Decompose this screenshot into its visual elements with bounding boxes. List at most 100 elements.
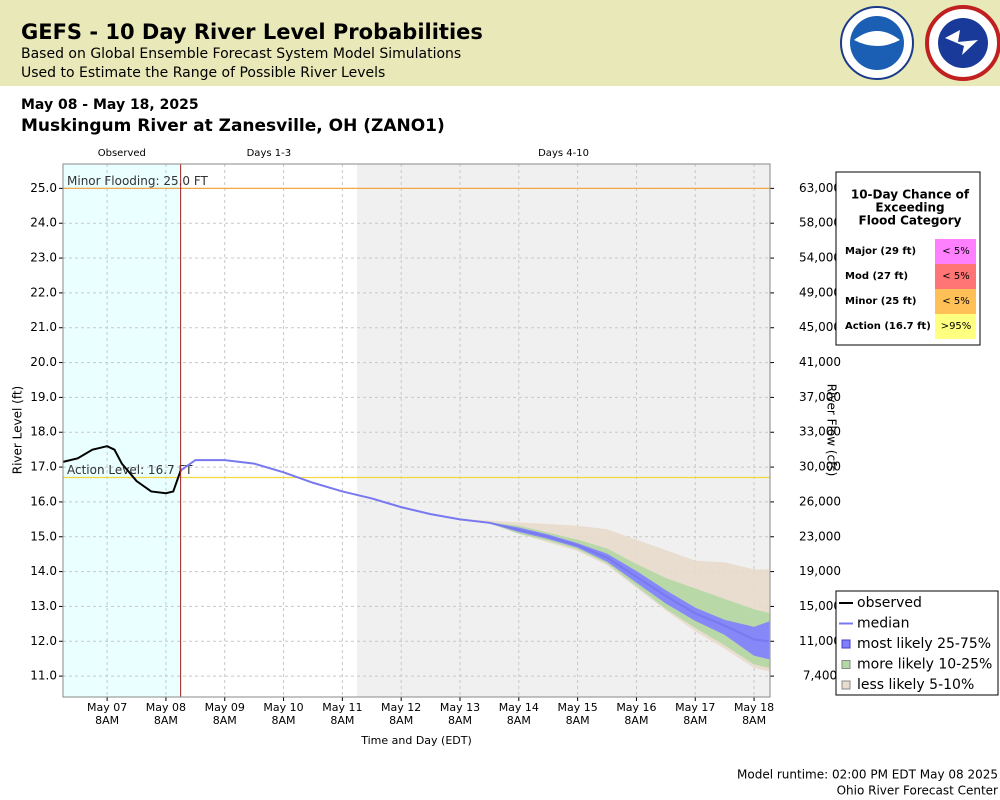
y-tick-label: 23.0 [30, 251, 57, 265]
legend-swatch [841, 680, 851, 690]
threshold-label: Action Level: 16.7 FT [67, 463, 193, 477]
x-tick-label: May 14 [499, 701, 539, 714]
legend-label: most likely 25-75% [857, 636, 991, 652]
table-title: 10-Day Chance of [851, 188, 970, 202]
x-tick-label: May 17 [675, 701, 715, 714]
header-band [0, 0, 1000, 86]
table-cell [935, 314, 976, 339]
legend-label: more likely 10-25% [857, 657, 992, 673]
y2-tick-label: 63,000 [799, 181, 841, 195]
y-tick-label: 15.0 [30, 529, 57, 543]
table-category: Minor (25 ft) [845, 296, 916, 307]
y2-tick-label: 11,000 [799, 634, 841, 648]
period-background [180, 164, 358, 697]
x-tick-label: 8AM [389, 714, 413, 727]
nws-logo [925, 5, 1000, 81]
table-cell [935, 289, 976, 314]
x-tick-label: May 11 [322, 701, 362, 714]
x-tick-label: May 13 [440, 701, 480, 714]
y-tick-label: 14.0 [30, 564, 57, 578]
page-title: GEFS - 10 Day River Level Probabilities [21, 20, 483, 44]
y-tick-label: 24.0 [30, 216, 57, 230]
plot: Observed Days 1-3 Days 4-10 11.0 12.0 13.0 14.… [11, 148, 842, 747]
y2-tick-label: 26,000 [799, 494, 841, 508]
x-tick-label: May 07 [87, 701, 127, 714]
x-tick-label: May 15 [558, 701, 598, 714]
y-tick-label: 17.0 [30, 460, 57, 474]
series-line [62, 445, 182, 495]
y2-axis-label: River Flow (cfs) [825, 384, 839, 477]
y-tick-label: 19.0 [30, 390, 57, 404]
y-tick-label: 16.0 [30, 494, 57, 508]
table-cell [935, 264, 976, 289]
y-tick-label: 21.0 [30, 320, 57, 334]
period-background [63, 164, 181, 697]
legend-label: observed [857, 595, 922, 611]
x-tick-label: May 18 [734, 701, 774, 714]
x-tick-label: 8AM [154, 714, 178, 727]
y-tick-label: 22.0 [30, 285, 57, 299]
noaa-logo [840, 6, 914, 80]
x-tick-label: 8AM [95, 714, 119, 727]
period-label: Days 1-3 [247, 148, 291, 159]
x-tick-label: May 10 [263, 701, 303, 714]
y-tick-label: 25.0 [30, 181, 57, 195]
x-tick-label: 8AM [683, 714, 707, 727]
x-axis-label: Time and Day (EDT) [360, 734, 472, 747]
footer: Model runtime: 02:00 PM EDT May 08 2025 [737, 768, 998, 782]
table-category: Action (16.7 ft) [845, 321, 931, 332]
x-tick-label: May 12 [381, 701, 421, 714]
table-category: Mod (27 ft) [845, 271, 908, 282]
table-chance: >95% [941, 321, 972, 332]
y2-tick-label: 30,000 [799, 460, 841, 474]
x-tick-label: 8AM [213, 714, 237, 727]
subtitle: Based on Global Ensemble Forecast System… [21, 46, 461, 62]
x-tick-label: 8AM [272, 714, 296, 727]
period-label: Observed [98, 148, 146, 159]
legend-label: less likely 5-10% [857, 677, 974, 693]
y2-tick-label: 7,400 [803, 669, 837, 683]
y2-tick-label: 19,000 [799, 564, 841, 578]
table-chance: < 5% [942, 296, 969, 307]
y2-tick-label: 37,000 [799, 390, 841, 404]
y-tick-label: 13.0 [30, 599, 57, 613]
location: Muskingum River at Zanesville, OH (ZANO1… [21, 116, 445, 136]
y2-tick-label: 41,000 [799, 355, 841, 369]
table-chance: < 5% [942, 271, 969, 282]
table-cell [935, 239, 976, 264]
x-tick-label: 8AM [624, 714, 648, 727]
x-tick-label: May 16 [616, 701, 656, 714]
x-tick-label: 8AM [507, 714, 531, 727]
x-tick-label: 8AM [330, 714, 354, 727]
y-axis-label: River Level (ft) [11, 386, 25, 474]
y-tick-label: 11.0 [30, 669, 57, 683]
threshold-label: Minor Flooding: 25.0 FT [67, 174, 209, 188]
subtitle: Used to Estimate the Range of Possible R… [21, 65, 385, 81]
y2-tick-label: 45,000 [799, 320, 841, 334]
legend-swatch [841, 660, 851, 669]
legend-swatch [841, 639, 851, 649]
table-title: Flood Category [859, 214, 962, 228]
x-tick-label: May 09 [205, 701, 245, 714]
x-tick-label: 8AM [566, 714, 590, 727]
legend-label: median [857, 616, 909, 632]
footer: Ohio River Forecast Center [837, 784, 998, 798]
legend: observed median most likely 25-75% more lik… [835, 590, 999, 696]
table-title: Exceeding [875, 201, 944, 215]
period-label: Days 4-10 [538, 148, 589, 159]
y2-tick-label: 49,000 [799, 285, 841, 299]
y2-tick-label: 33,000 [799, 425, 841, 439]
table-chance: < 5% [942, 246, 969, 257]
date-range: May 08 - May 18, 2025 [21, 97, 199, 113]
series-line [180, 459, 769, 643]
y2-tick-label: 23,000 [799, 529, 841, 543]
y2-tick-label: 15,000 [799, 599, 841, 613]
x-tick-label: 8AM [448, 714, 472, 727]
x-tick-label: 8AM [742, 714, 766, 727]
legend-box [835, 590, 999, 696]
y2-tick-label: 54,000 [799, 251, 841, 265]
plot-frame [62, 163, 771, 698]
